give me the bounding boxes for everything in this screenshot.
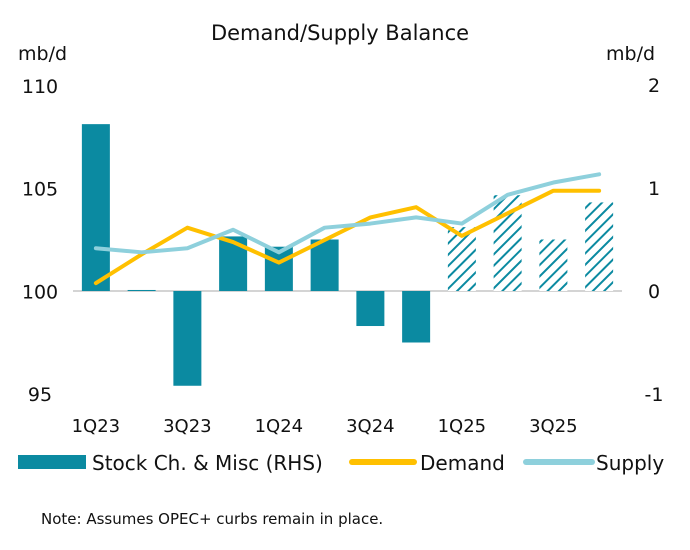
- stock-change-bar: [127, 289, 156, 291]
- stock-change-bar: [356, 291, 385, 327]
- x-axis-tick-label: 1Q23: [72, 416, 121, 437]
- left-axis-unit-label: mb/d: [18, 43, 67, 65]
- right-axis-tick-label: 1: [648, 178, 660, 200]
- stock-change-bar: [310, 239, 339, 291]
- legend: Stock Ch. & Misc (RHS) Demand Supply: [18, 451, 664, 475]
- x-axis-tick-label: 3Q23: [163, 416, 212, 437]
- legend-stock-change-swatch: [18, 455, 86, 469]
- stock-change-bar: [173, 291, 202, 386]
- left-axis-tick-label: 95: [28, 384, 52, 406]
- stock-change-bar: [539, 239, 568, 291]
- chart-note: Note: Assumes OPEC+ curbs remain in plac…: [41, 510, 383, 528]
- x-axis-tick-label: 3Q25: [529, 416, 578, 437]
- legend-supply-label: Supply: [596, 451, 664, 475]
- chart-title: Demand/Supply Balance: [211, 21, 469, 45]
- stock-change-bar: [585, 202, 614, 291]
- x-axis-tick-label: 3Q24: [346, 416, 395, 437]
- right-axis-unit-label: mb/d: [606, 43, 655, 65]
- legend-stock-change-label: Stock Ch. & Misc (RHS): [92, 451, 323, 475]
- x-axis-tick-label: 1Q25: [438, 416, 487, 437]
- right-axis-tick-label: 0: [648, 281, 660, 303]
- plot-area: 110 105 100 95 2 1 0 -1 1Q23 3Q23 1Q24 3Q24 1Q25 3Q25: [22, 75, 664, 437]
- stock-change-bar: [81, 124, 110, 291]
- right-axis-tick-label: -1: [645, 384, 664, 406]
- x-axis-tick-label: 1Q24: [255, 416, 304, 437]
- left-axis-tick-label: 105: [22, 179, 58, 201]
- right-axis-tick-label: 2: [648, 75, 660, 97]
- legend-demand-label: Demand: [420, 451, 505, 475]
- left-axis-tick-label: 100: [22, 281, 58, 303]
- stock-change-bar: [402, 291, 431, 343]
- supply-line: [93, 172, 602, 255]
- demand-line: [93, 188, 602, 286]
- left-axis-tick-label: 110: [22, 76, 58, 98]
